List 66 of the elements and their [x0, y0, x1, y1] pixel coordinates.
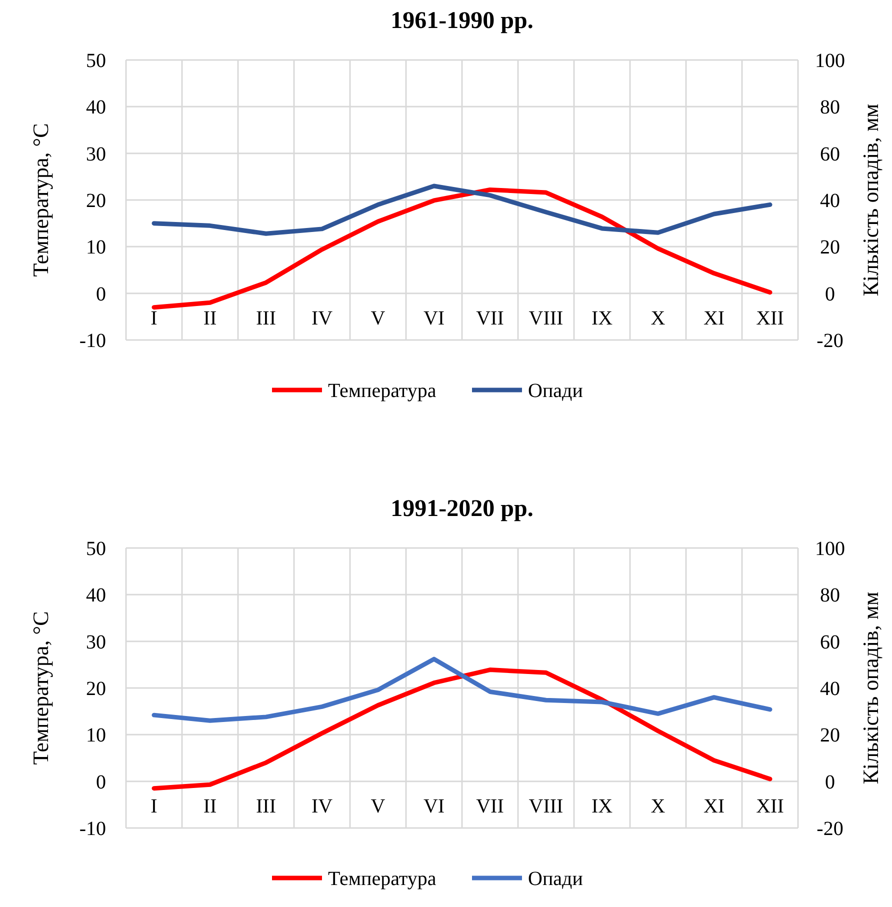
- x-tick-label: XI: [703, 795, 725, 818]
- y-tick-label: -10: [79, 330, 106, 352]
- line-series: [152, 668, 772, 791]
- x-tick-label: VIII: [528, 795, 564, 818]
- y2-tick-label: 0: [825, 771, 835, 794]
- y2-tick-label: 60: [820, 631, 840, 654]
- y-tick-label: 50: [86, 538, 106, 560]
- y-tick-label: 30: [86, 143, 106, 166]
- y-tick-label: 20: [86, 190, 106, 212]
- y2-tick-label: -20: [816, 330, 844, 352]
- x-tick-label: VI: [423, 795, 445, 818]
- x-tick-label: III: [256, 307, 276, 330]
- y-axis-title: Температура, °C: [28, 611, 53, 765]
- x-tick-label: VIII: [528, 307, 564, 330]
- y-tick-label: 40: [86, 96, 106, 119]
- y2-tick-label: 80: [820, 96, 840, 119]
- y-tick-label: -10: [79, 818, 106, 840]
- x-tick-label: II: [203, 307, 217, 330]
- x-tick-label: VI: [423, 307, 445, 330]
- x-tick-label: XII: [756, 795, 784, 818]
- y-tick-label: 30: [86, 631, 106, 654]
- y2-tick-label: 60: [820, 143, 840, 166]
- x-tick-label: I: [150, 307, 158, 330]
- y2-tick-label: -20: [816, 818, 844, 840]
- x-tick-label: III: [256, 795, 276, 818]
- y2-tick-label: 80: [820, 584, 840, 607]
- y2-tick-label: 100: [815, 50, 845, 72]
- chart-title: 1991-2020 рр.: [390, 496, 534, 522]
- x-tick-label: XII: [756, 307, 784, 330]
- x-tick-label: VII: [476, 795, 504, 818]
- x-tick-label: IV: [311, 795, 334, 818]
- legend-label: Опади: [528, 868, 584, 890]
- legend-label: Опади: [528, 380, 584, 402]
- legend-label: Температура: [328, 380, 436, 402]
- x-tick-label: V: [370, 795, 386, 818]
- y-axis-title: Температура, °C: [28, 123, 53, 277]
- y2-tick-label: 40: [820, 678, 840, 700]
- x-tick-label: I: [150, 795, 158, 818]
- line-series: [152, 656, 772, 723]
- y-tick-label: 20: [86, 678, 106, 700]
- y2-axis-title: Кількість опадів, мм: [858, 104, 883, 296]
- y-tick-label: 10: [86, 724, 106, 747]
- line-series: [152, 187, 772, 310]
- x-tick-label: II: [203, 795, 217, 818]
- x-tick-label: IX: [591, 795, 614, 818]
- x-tick-label: IX: [591, 307, 614, 330]
- y-tick-label: 0: [96, 771, 106, 794]
- y-tick-label: 10: [86, 236, 106, 259]
- x-tick-label: X: [650, 795, 666, 818]
- line-series: [152, 184, 772, 236]
- x-tick-label: V: [370, 307, 386, 330]
- y2-tick-label: 0: [825, 283, 835, 306]
- x-tick-label: VII: [476, 307, 504, 330]
- x-tick-label: XI: [703, 307, 725, 330]
- y2-tick-label: 100: [815, 538, 845, 560]
- y2-tick-label: 40: [820, 190, 840, 212]
- y2-tick-label: 20: [820, 236, 840, 259]
- x-tick-label: IV: [311, 307, 334, 330]
- y-tick-label: 40: [86, 584, 106, 607]
- y2-tick-label: 20: [820, 724, 840, 747]
- y-tick-label: 0: [96, 283, 106, 306]
- y-tick-label: 50: [86, 50, 106, 72]
- x-tick-label: X: [650, 307, 666, 330]
- y2-axis-title: Кількість опадів, мм: [858, 592, 883, 784]
- legend-label: Температура: [328, 868, 436, 890]
- chart-title: 1961-1990 рр.: [390, 8, 534, 34]
